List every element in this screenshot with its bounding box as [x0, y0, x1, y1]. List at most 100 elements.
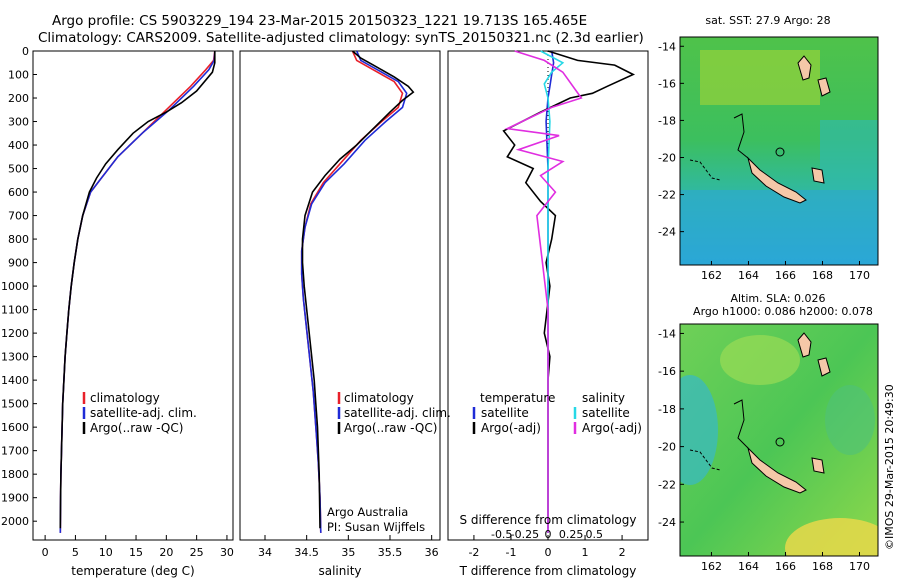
temperature-line-climatology [59, 50, 216, 533]
salinity-line-argo-raw-qc [301, 50, 415, 529]
map-y-tick-label: -24 [658, 516, 676, 529]
depth-axis: 0 100 200 300 400 500 600 700 800 900 1000 1100 1200… [1, 45, 37, 528]
map-x-tick-label: 166 [775, 560, 796, 573]
map-y-tick-label: -20 [658, 151, 676, 164]
temperature-x-tick-label: 15 [129, 546, 143, 559]
new-caledonia-island [747, 446, 807, 494]
depth-tick-label: 700 [8, 210, 29, 223]
map-x-tick-label: 162 [701, 269, 722, 282]
legend-s-argo-label: Argo(-adj) [582, 421, 642, 435]
sst-map-frame [679, 36, 879, 266]
reef-outline [733, 399, 749, 449]
credit-text: ©IMOS 29-Mar-2015 20:49:30 [883, 384, 896, 550]
temperature-legend: climatology satellite-adj. clim. Argo(..… [82, 391, 197, 435]
sst-axis-ticks: 162 164 166 168 170 -14 -16 -18 -20 -22 -24 [658, 40, 870, 282]
salinity-x-tick-label: 35.5 [378, 546, 403, 559]
depth-tick-label: 2000 [1, 515, 29, 528]
sst-map: 162 164 166 168 170 -14 -16 -18 -20 -22 -24 [658, 36, 879, 282]
difference-x2-tick-label: 0.25 [559, 528, 584, 541]
depth-tick-label: 1600 [1, 421, 29, 434]
legend-satellite-label: satellite-adj. clim. [344, 406, 451, 420]
legend-s-satellite-label: satellite [582, 406, 630, 420]
salinity-line-satellite-adj-clim [300, 50, 408, 533]
salinity-annotation-org: Argo Australia [327, 505, 408, 519]
depth-tick-label: 200 [8, 92, 29, 105]
depth-tick-label: 1400 [1, 374, 29, 387]
depth-tick-label: 900 [8, 257, 29, 270]
depth-tick-label: 600 [8, 186, 29, 199]
temperature-plot-frame [32, 50, 234, 541]
legend-climatology-label: climatology [344, 391, 414, 405]
difference-line-s-satellite [540, 50, 565, 533]
sla-yellow-patch [785, 518, 878, 556]
reef-outline [689, 159, 721, 181]
difference-x2-tick-label: 0.5 [586, 528, 604, 541]
difference-x-tick-label: 1 [582, 546, 589, 559]
depth-tick-label: 1000 [1, 280, 29, 293]
depth-tick-label: 1500 [1, 398, 29, 411]
salinity-legend: climatology satellite-adj. clim. Argo(..… [337, 391, 451, 435]
difference-x-tick-label: -1 [505, 546, 516, 559]
header-line-1: Argo profile: CS 5903229_194 23-Mar-2015… [52, 13, 587, 29]
sla-axis-ticks: 162 164 166 168 170 -14 -16 -18 -20 -22 -24 [658, 327, 870, 573]
temperature-x-tick-label: 20 [159, 546, 173, 559]
sla-map-title: Altim. SLA: 0.026 [730, 292, 825, 305]
sst-warm-patch [700, 50, 820, 105]
difference-line-t-argo-adj [502, 50, 636, 529]
difference-x2label: S difference from climatology [460, 513, 637, 527]
depth-tick-label: 100 [8, 69, 29, 82]
depth-tick-label: 1900 [1, 492, 29, 505]
sst-cool-patch [680, 190, 878, 265]
salinity-lines [300, 50, 415, 533]
temperature-line-satellite-adj-clim [59, 50, 216, 533]
salinity-annotation-pi: PI: Susan Wijffels [327, 520, 425, 534]
map-y-tick-label: -14 [658, 40, 676, 53]
salinity-x-ticks: 34 34.5 35 35.5 36 [258, 535, 439, 559]
argo-position-marker [775, 437, 785, 447]
vanuatu-island [817, 357, 831, 377]
sla-map-subtitle: Argo h1000: 0.086 h2000: 0.078 [693, 305, 873, 318]
temperature-x-tick-label: 25 [190, 546, 204, 559]
difference-lines [502, 50, 636, 533]
header-line-2: Climatology: CARS2009. Satellite-adjuste… [38, 30, 644, 46]
depth-tick-label: 400 [8, 139, 29, 152]
sst-land [689, 55, 831, 204]
map-y-tick-label: -24 [658, 226, 676, 239]
temperature-x-tick-label: 5 [72, 546, 79, 559]
difference-legend-salinity: salinity satellite Argo(-adj) [573, 391, 642, 435]
depth-tick-label: 800 [8, 233, 29, 246]
sla-patches [680, 335, 878, 556]
salinity-xlabel: salinity [318, 564, 361, 578]
map-x-tick-label: 168 [812, 269, 833, 282]
sla-light-patch [720, 335, 800, 385]
salinity-x-tick-label: 36 [425, 546, 439, 559]
map-x-tick-label: 170 [849, 560, 870, 573]
legend-climatology-label: climatology [90, 391, 160, 405]
vanuatu-island [797, 55, 812, 81]
loyalty-island [811, 167, 825, 184]
map-y-tick-label: -14 [658, 327, 676, 340]
map-x-tick-label: 164 [738, 560, 759, 573]
legend-satellite-label: satellite-adj. clim. [90, 406, 197, 420]
sst-patches [680, 50, 878, 265]
map-y-tick-label: -16 [658, 365, 676, 378]
new-caledonia-island [747, 156, 807, 204]
map-x-tick-label: 170 [849, 269, 870, 282]
legend-argo-label: Argo(..raw -QC) [344, 421, 437, 435]
legend-salinity-title: salinity [582, 391, 625, 405]
sla-blue-patch [680, 375, 718, 485]
temperature-line-argo-raw-qc [59, 51, 216, 529]
vanuatu-island [797, 332, 812, 358]
temperature-x-ticks: 0 5 10 15 20 25 30 [42, 535, 234, 559]
temperature-lines [59, 50, 216, 533]
temperature-x-tick-label: 30 [220, 546, 234, 559]
difference-x-tick-label: 2 [619, 546, 626, 559]
temperature-x-tick-label: 0 [42, 546, 49, 559]
depth-tick-label: 1300 [1, 351, 29, 364]
depth-tick-label: 1700 [1, 445, 29, 458]
difference-x-tick-label: 0 [545, 546, 552, 559]
legend-t-satellite-label: satellite [481, 406, 529, 420]
depth-tick-label: 1200 [1, 327, 29, 340]
map-y-tick-label: -18 [658, 403, 676, 416]
